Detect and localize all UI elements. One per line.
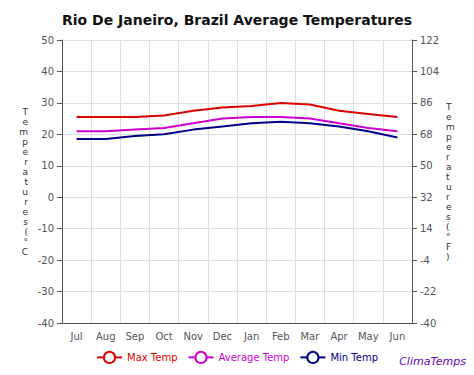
svg-text:86: 86 (420, 97, 433, 108)
svg-text:68: 68 (420, 129, 433, 140)
svg-text:40: 40 (41, 66, 54, 77)
svg-text:-30: -30 (38, 286, 54, 297)
svg-text:°: ° (24, 237, 29, 247)
svg-text:-40: -40 (420, 318, 436, 329)
svg-text:Nov: Nov (183, 331, 203, 342)
svg-text:r: r (24, 197, 28, 207)
svg-text:e: e (22, 147, 28, 157)
svg-text:-40: -40 (38, 318, 54, 329)
svg-text:°: ° (446, 232, 451, 242)
svg-text:e: e (446, 112, 452, 122)
svg-text:50: 50 (420, 160, 433, 171)
svg-text:ClimaTemps: ClimaTemps (399, 355, 466, 368)
svg-text:Sep: Sep (125, 331, 144, 342)
svg-text:e: e (22, 207, 28, 217)
svg-text:T: T (22, 107, 29, 117)
svg-text:s: s (446, 212, 451, 222)
svg-text:u: u (22, 187, 28, 197)
svg-text:0: 0 (48, 192, 54, 203)
svg-text:Rio De Janeiro, Brazil Average: Rio De Janeiro, Brazil Average Temperatu… (62, 12, 412, 28)
svg-text:m: m (446, 122, 455, 132)
svg-text:(: ( (446, 222, 450, 232)
svg-text:a: a (446, 162, 452, 172)
svg-text:Mar: Mar (300, 331, 320, 342)
svg-text:t: t (446, 172, 450, 182)
svg-text:20: 20 (41, 129, 54, 140)
svg-text:r: r (24, 157, 28, 167)
svg-text:122: 122 (420, 35, 439, 46)
svg-text:14: 14 (420, 223, 433, 234)
svg-text:30: 30 (41, 97, 54, 108)
svg-text:r: r (446, 192, 450, 202)
svg-text:32: 32 (420, 192, 433, 203)
svg-text:e: e (446, 202, 452, 212)
svg-text:r: r (446, 152, 450, 162)
svg-text:F: F (446, 242, 451, 252)
svg-text:Apr: Apr (330, 331, 348, 342)
svg-text:Average Temp: Average Temp (219, 352, 290, 363)
svg-text:(: ( (24, 227, 28, 237)
svg-text:10: 10 (41, 160, 54, 171)
svg-text:Feb: Feb (272, 331, 290, 342)
svg-text:p: p (22, 137, 28, 147)
svg-text:e: e (446, 142, 452, 152)
svg-text:May: May (358, 331, 379, 342)
svg-text:a: a (22, 167, 28, 177)
svg-text:u: u (446, 182, 452, 192)
svg-text:-10: -10 (38, 223, 54, 234)
svg-text:e: e (22, 117, 28, 127)
svg-text:-20: -20 (38, 255, 54, 266)
svg-text:p: p (446, 132, 452, 142)
svg-text:104: 104 (420, 66, 439, 77)
svg-text:50: 50 (41, 35, 54, 46)
svg-text:): ) (446, 252, 450, 262)
svg-text:Aug: Aug (96, 331, 116, 342)
svg-text:Dec: Dec (213, 331, 232, 342)
svg-text:Jan: Jan (243, 331, 259, 342)
svg-text:Jul: Jul (70, 331, 83, 342)
svg-text:-22: -22 (420, 286, 436, 297)
svg-text:C: C (22, 247, 28, 257)
svg-text:t: t (24, 177, 28, 187)
svg-text:s: s (23, 217, 28, 227)
svg-text:Min Temp: Min Temp (330, 352, 378, 363)
svg-text:T: T (445, 102, 452, 112)
svg-text:Jun: Jun (389, 331, 406, 342)
svg-text:m: m (19, 127, 28, 137)
svg-text:Max Temp: Max Temp (127, 352, 178, 363)
svg-text:Oct: Oct (155, 331, 172, 342)
svg-text:-4: -4 (420, 255, 430, 266)
